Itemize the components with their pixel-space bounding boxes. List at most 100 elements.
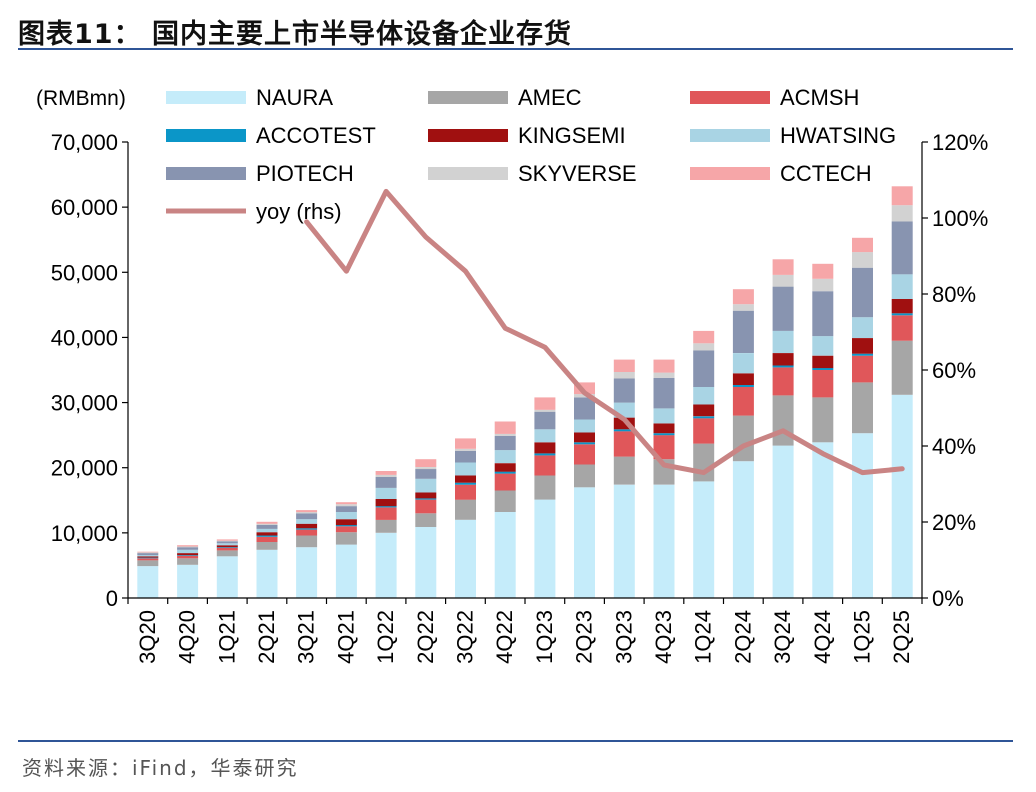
bar-skyverse-3q24 (772, 274, 794, 287)
bar-amec-1q22 (375, 519, 397, 533)
bar-piotech-1q22 (375, 476, 397, 488)
y2-tick-label: 20% (932, 510, 976, 535)
bar-skyverse-2q24 (732, 304, 754, 311)
bar-hwatsing-2q22 (415, 478, 437, 493)
bar-accotest-4q21 (335, 525, 357, 527)
bar-hwatsing-2q23 (574, 419, 595, 433)
bar-skyverse-3q22 (455, 448, 476, 451)
legend-swatch-hwatsing (690, 129, 770, 142)
bar-amec-1q23 (534, 475, 556, 500)
bar-amec-3q23 (613, 456, 635, 485)
y-tick-label: 10,000 (51, 521, 118, 546)
bar-kingsemi-4q20 (177, 553, 199, 556)
y-tick-label: 30,000 (51, 391, 118, 416)
bar-accotest-3q23 (613, 429, 635, 432)
legend-label-cctech: CCTECH (780, 161, 872, 186)
bar-kingsemi-4q21 (335, 519, 357, 526)
bar-acmsh-4q23 (653, 435, 675, 460)
bar-piotech-3q22 (455, 450, 476, 463)
bar-amec-2q22 (415, 513, 437, 527)
bar-acmsh-4q21 (335, 526, 357, 533)
legend-label-kingsemi: KINGSEMI (518, 123, 626, 148)
bar-hwatsing-4q22 (494, 450, 516, 464)
bar-kingsemi-4q23 (653, 423, 675, 434)
bar-piotech-3q21 (296, 513, 318, 520)
bar-piotech-1q24 (693, 350, 715, 387)
bar-accotest-2q21 (256, 535, 278, 537)
bar-skyverse-1q23 (534, 409, 556, 412)
x-tick-label: 1Q21 (214, 610, 239, 664)
x-tick-label: 4Q21 (333, 610, 358, 664)
bar-skyverse-4q23 (653, 372, 675, 378)
bar-piotech-3q24 (772, 286, 794, 331)
bar-accotest-2q23 (574, 442, 595, 445)
legend-label-yoy: yoy (rhs) (256, 199, 342, 224)
bar-hwatsing-3q21 (296, 519, 318, 524)
bar-amec-2q24 (732, 415, 754, 462)
bar-acmsh-2q22 (415, 499, 437, 514)
bar-acmsh-4q24 (812, 370, 834, 398)
bar-accotest-1q22 (375, 506, 397, 508)
bar-piotech-2q25 (891, 221, 913, 275)
bar-naura-1q22 (375, 532, 397, 598)
y2-tick-label: 0% (932, 586, 964, 611)
bar-cctech-3q24 (772, 259, 794, 275)
bar-piotech-4q23 (653, 377, 675, 409)
bar-acmsh-2q23 (574, 444, 595, 465)
bar-accotest-1q25 (852, 353, 873, 356)
bar-hwatsing-4q21 (335, 512, 357, 520)
legend-label-amec: AMEC (518, 85, 582, 110)
bar-hwatsing-2q24 (732, 353, 754, 374)
bar-cctech-4q21 (335, 502, 357, 505)
bar-cctech-1q22 (375, 471, 397, 475)
bar-skyverse-1q24 (693, 343, 715, 351)
bar-acmsh-3q22 (455, 484, 476, 500)
bar-accotest-3q21 (296, 528, 318, 530)
bar-area (137, 186, 913, 598)
legend-swatch-skyverse (428, 167, 508, 180)
bar-cctech-4q22 (494, 421, 516, 434)
bar-kingsemi-4q22 (494, 463, 516, 472)
bar-kingsemi-1q24 (693, 404, 715, 417)
legend-label-naura: NAURA (256, 85, 333, 110)
bar-accotest-2q24 (732, 385, 754, 387)
bar-naura-4q20 (177, 564, 199, 598)
bar-hwatsing-1q21 (216, 543, 238, 546)
x-tick-label: 3Q23 (611, 610, 636, 664)
bar-hwatsing-3q22 (455, 462, 476, 476)
bar-kingsemi-3q24 (772, 353, 794, 366)
bar-hwatsing-1q24 (693, 386, 715, 405)
bar-cctech-1q23 (534, 397, 556, 410)
bar-acmsh-1q25 (852, 355, 873, 383)
bar-amec-4q20 (177, 558, 199, 565)
yoy-line (304, 188, 905, 476)
bar-accotest-4q23 (653, 433, 675, 436)
bar-accotest-4q22 (494, 471, 516, 474)
x-tick-label: 1Q23 (532, 610, 557, 664)
bar-kingsemi-1q22 (375, 499, 397, 507)
bar-amec-4q22 (494, 490, 516, 512)
x-tick-label: 2Q21 (254, 610, 279, 664)
bar-accotest-4q20 (177, 555, 199, 556)
bar-kingsemi-2q21 (256, 532, 278, 536)
bar-hwatsing-1q25 (852, 317, 873, 338)
y-tick-label: 50,000 (51, 260, 118, 285)
bar-amec-1q25 (852, 382, 873, 434)
bar-naura-1q23 (534, 499, 556, 598)
bar-amec-4q21 (335, 532, 357, 545)
bar-kingsemi-3q22 (455, 475, 476, 483)
bar-acmsh-2q21 (256, 536, 278, 542)
bar-kingsemi-1q21 (216, 545, 238, 548)
bar-piotech-2q22 (415, 469, 437, 479)
x-tick-label: 3Q21 (294, 610, 319, 664)
bar-acmsh-1q24 (693, 418, 715, 444)
source-rule (18, 740, 1013, 742)
bar-accotest-4q24 (812, 368, 834, 370)
bar-naura-2q21 (256, 549, 278, 598)
x-tick-label: 2Q24 (730, 610, 755, 664)
bar-naura-2q24 (732, 461, 754, 598)
bar-amec-2q23 (574, 464, 595, 488)
y-tick-label: 0 (106, 586, 118, 611)
bar-hwatsing-3q20 (137, 555, 159, 557)
bar-accotest-2q25 (891, 313, 913, 316)
